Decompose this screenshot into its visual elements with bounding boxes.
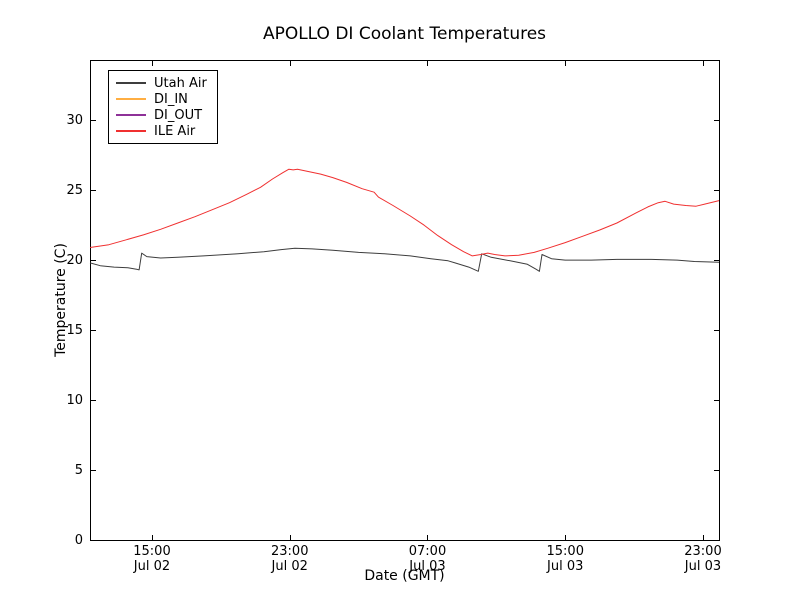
legend-label-di-out: DI_OUT [154, 107, 203, 123]
x-tick-time: 15:00 [546, 544, 584, 559]
legend: Utah Air DI_IN DI_OUT ILE Air [108, 70, 218, 144]
legend-line-swatch-di-in [116, 98, 146, 100]
y-tick-label: 5 [74, 463, 83, 479]
series-line-ile-air [89, 168, 720, 257]
x-tick-date: Jul 03 [547, 559, 584, 574]
legend-item-utah-air: Utah Air [116, 75, 207, 91]
x-tick-time: 07:00 [408, 544, 447, 559]
x-tick-time: 23:00 [271, 544, 309, 559]
legend-item-di-out: DI_OUT [116, 107, 207, 123]
y-axis-label: Temperature (C) [53, 243, 69, 357]
legend-label-ile-air: ILE Air [154, 123, 196, 139]
x-tick-label: 23:00 Jul 03 [658, 544, 748, 574]
legend-item-ile-air: ILE Air [116, 123, 207, 139]
x-tick-label: 23:00 Jul 02 [245, 544, 335, 574]
x-tick-date: Jul 03 [684, 559, 722, 574]
x-tick-date: Jul 02 [271, 559, 308, 574]
x-tick-time: 15:00 [133, 544, 171, 559]
y-tick-label: 30 [66, 113, 83, 129]
legend-line-swatch-di-out [116, 114, 146, 116]
x-tick-time: 23:00 [684, 544, 722, 559]
x-tick-label: 15:00 Jul 03 [520, 544, 610, 574]
legend-label-utah-air: Utah Air [154, 75, 207, 91]
legend-item-di-in: DI_IN [116, 91, 207, 107]
y-tick-label: 20 [66, 253, 83, 269]
y-tick-label: 0 [74, 533, 83, 548]
legend-label-di-in: DI_IN [154, 91, 188, 107]
y-tick-label: 10 [66, 393, 83, 409]
x-tick-label: 15:00 Jul 02 [107, 544, 197, 574]
x-axis-label: Date (GMT) [364, 568, 445, 584]
x-tick-label: 07:00 Jul 03 [382, 544, 472, 574]
series-line-utah-air [89, 247, 720, 272]
legend-line-swatch-ile-air [116, 130, 146, 132]
x-tick-date: Jul 03 [409, 559, 446, 574]
legend-line-swatch-utah-air [116, 82, 146, 84]
x-tick-date: Jul 02 [133, 559, 171, 574]
y-tick-label: 25 [66, 183, 83, 199]
y-tick-label: 15 [66, 323, 83, 339]
plot-frame [90, 60, 720, 541]
chart-title: APOLLO DI Coolant Temperatures [262, 24, 547, 44]
